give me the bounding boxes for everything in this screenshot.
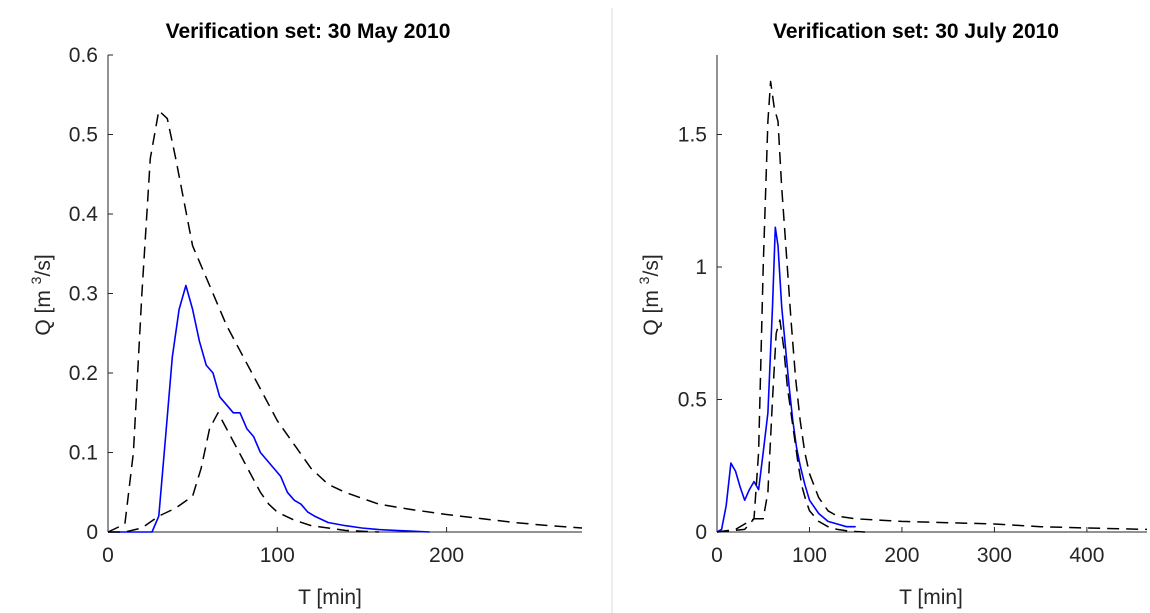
plot-area: 0 100 200 300 400 0 0.5 1 1.5 (678, 55, 1148, 567)
y-tick-label: 0.6 (69, 44, 98, 67)
x-tick-label: 300 (977, 544, 1012, 567)
y-axis-label: Q [m 3/s] (636, 254, 663, 335)
y-tick-label: 0 (695, 521, 707, 544)
y-label-main: Q [m (640, 290, 663, 336)
series-line-lower (108, 412, 379, 533)
y-tick-label: 0.4 (69, 203, 99, 226)
chart-title: Verification set: 30 May 2010 (166, 20, 451, 43)
series-line-observed (716, 226, 856, 533)
x-tick-label: 200 (884, 544, 919, 567)
plot-area: 0 100 200 0 0.1 0.2 0.3 0.4 0.5 0.6 (69, 44, 583, 567)
x-axis-label: T [min] (899, 586, 963, 609)
chart-may: Verification set: 30 May 2010 0 100 200 0 0.… (28, 20, 583, 609)
y-label-end: /s] (640, 254, 663, 276)
y-label-end: /s] (32, 254, 55, 276)
y-tick-label: 0.5 (678, 389, 707, 412)
y-tick-label: 1.5 (678, 124, 707, 147)
y-tick-label: 0.2 (69, 362, 98, 385)
chart-title: Verification set: 30 July 2010 (773, 20, 1059, 43)
y-label-sup: 3 (28, 276, 44, 284)
series-line-upper (716, 80, 1148, 533)
x-tick-label: 0 (711, 544, 723, 567)
y-tick-label: 0.3 (69, 283, 98, 306)
x-tick-label: 100 (260, 544, 295, 567)
y-label-sup: 3 (636, 276, 652, 284)
x-tick-label: 100 (792, 544, 827, 567)
y-tick-label: 1 (695, 256, 707, 279)
series-line-lower (716, 319, 866, 533)
x-axis-label: T [min] (298, 586, 362, 609)
y-label-main: Q [m (32, 290, 55, 336)
chart-july: Verification set: 30 July 2010 0 100 200 30… (636, 20, 1148, 609)
x-tick-label: 0 (102, 544, 114, 567)
x-tick-label: 200 (429, 544, 464, 567)
y-axis-label: Q [m 3/s] (28, 254, 55, 335)
x-tick-label: 400 (1069, 544, 1104, 567)
y-tick-label: 0.1 (69, 442, 98, 465)
y-tick-label: 0 (86, 521, 98, 544)
series-line-observed (108, 284, 430, 533)
series-line-upper (107, 109, 583, 533)
y-tick-label: 0.5 (69, 124, 98, 147)
